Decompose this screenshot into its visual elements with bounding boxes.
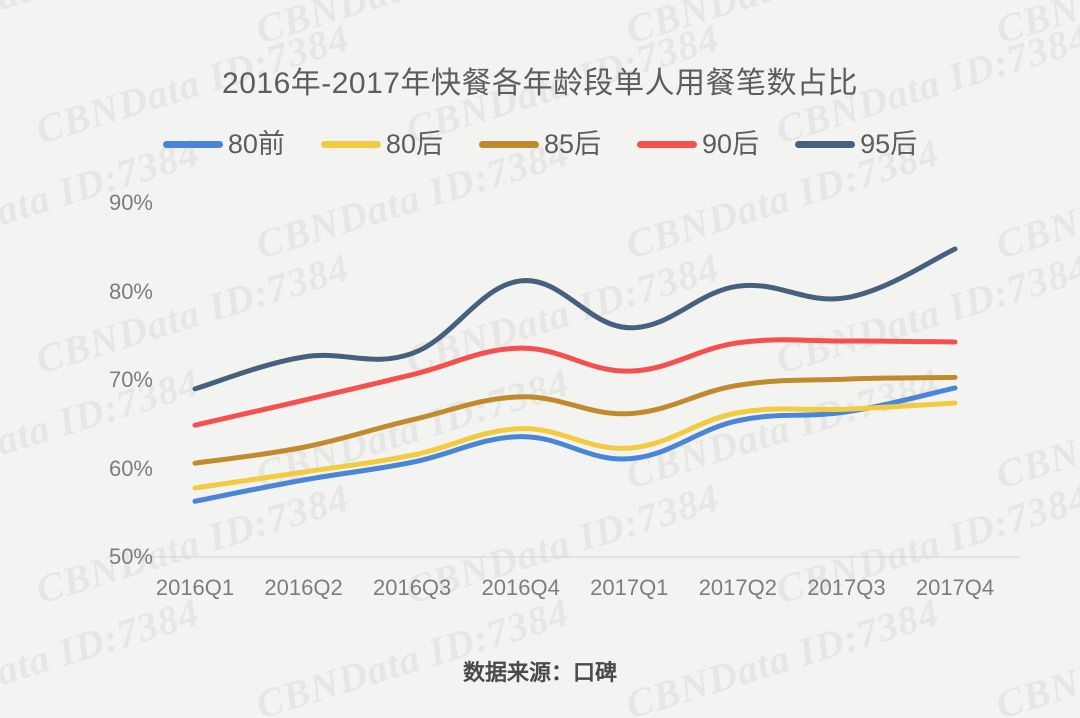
x-axis-tick-label: 2016Q3 [372, 575, 452, 600]
legend-color-swatch [478, 141, 539, 148]
x-axis-tick-label: 2016Q2 [264, 575, 343, 600]
y-axis-tick-label: 50% [108, 544, 153, 569]
legend-item[interactable]: 80前 [162, 129, 285, 159]
x-axis-tick-label: 2016Q1 [155, 575, 235, 600]
x-axis-tick-label: 2017Q3 [807, 575, 886, 600]
chart-title: 2016年-2017年快餐各年龄段单人用餐笔数占比 [222, 67, 858, 100]
y-axis-tick-label: 80% [108, 278, 153, 304]
legend-label: 85后 [543, 129, 602, 159]
legend-label: 80后 [385, 129, 443, 159]
y-axis-tick-label: 60% [108, 455, 153, 481]
series-line-80前[interactable] [192, 385, 958, 504]
y-axis-tick-label: 70% [108, 367, 153, 392]
series-line-95后[interactable] [192, 246, 958, 392]
source-note: 数据来源：口碑 [462, 660, 617, 685]
legend-label: 95后 [860, 129, 918, 159]
legend-color-swatch [637, 141, 698, 148]
x-axis-tick-label: 2017Q4 [915, 575, 995, 600]
legend-item[interactable]: 85后 [478, 129, 602, 159]
legend-label: 80前 [227, 129, 285, 159]
x-axis-tick-label: 2016Q4 [481, 575, 560, 600]
series-line-90后[interactable] [192, 337, 958, 428]
x-axis-tick-label: 2017Q1 [590, 575, 669, 600]
legend-item[interactable]: 90后 [637, 131, 759, 158]
legend-item[interactable]: 95后 [795, 131, 917, 158]
legend-color-swatch [162, 141, 223, 148]
chart-legend: 80前 80后 85后 90后 95后 [0, 131, 1080, 158]
y-axis-tick-label: 90% [108, 190, 153, 215]
legend-color-swatch [320, 141, 381, 148]
legend-label: 90后 [702, 129, 760, 159]
series-line-85后[interactable] [192, 374, 958, 466]
legend-item[interactable]: 80后 [320, 129, 443, 159]
series-line-80后[interactable] [192, 400, 958, 491]
legend-color-swatch [795, 141, 856, 148]
x-axis-tick-label: 2017Q2 [698, 575, 777, 600]
